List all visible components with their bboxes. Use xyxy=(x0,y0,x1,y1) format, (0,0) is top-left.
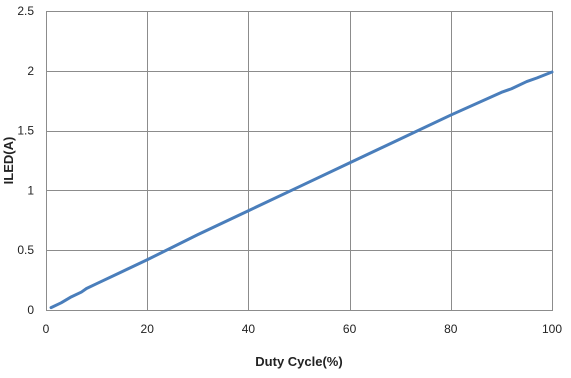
series-layer xyxy=(49,70,554,310)
y-tick-label: 0.5 xyxy=(17,243,34,257)
y-tick-label: 2 xyxy=(27,64,34,78)
y-axis-title: ILED(A) xyxy=(1,137,16,185)
x-axis-title: Duty Cycle(%) xyxy=(255,354,342,369)
plot-area-border xyxy=(46,11,553,311)
x-tick-label: 100 xyxy=(542,322,562,336)
x-tick-label: 0 xyxy=(43,322,50,336)
y-tick-label: 1 xyxy=(27,183,34,197)
y-tick-label: 1.5 xyxy=(17,124,34,138)
x-tick-label: 20 xyxy=(141,322,155,336)
y-tick-label: 0 xyxy=(27,303,34,317)
x-tick-label: 80 xyxy=(444,322,458,336)
x-tick-label: 40 xyxy=(242,322,256,336)
x-tick-label: 60 xyxy=(343,322,357,336)
series-line-0 xyxy=(49,70,554,310)
y-tick-label: 2.5 xyxy=(17,4,34,18)
tick-labels: 0 20 40 60 80 100 0 0.5 1 1.5 2 2.5 xyxy=(17,4,562,336)
grid xyxy=(46,11,553,311)
